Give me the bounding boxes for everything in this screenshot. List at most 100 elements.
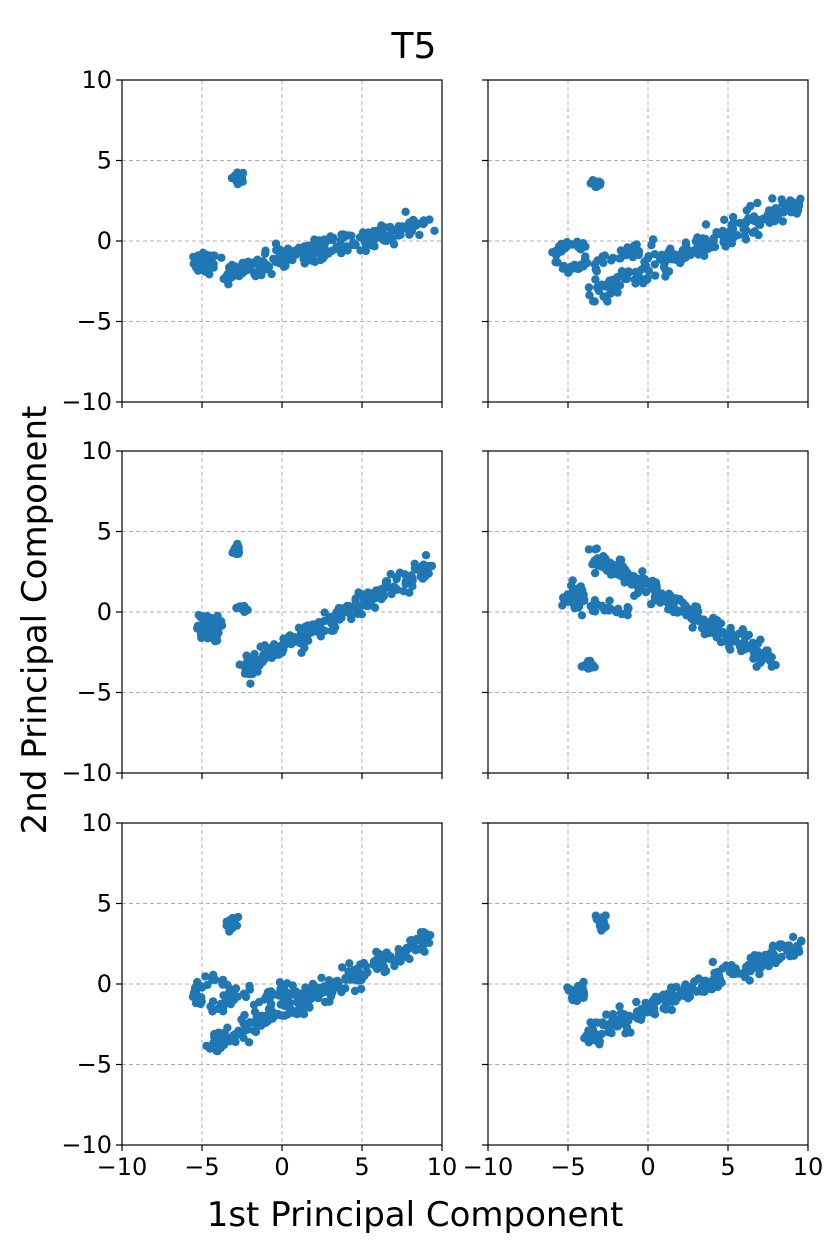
scatter-point xyxy=(697,623,707,633)
scatter-point xyxy=(750,227,760,236)
scatter-point xyxy=(375,957,384,966)
scatter-point xyxy=(621,274,630,284)
scatter-point xyxy=(602,1010,611,1019)
scatter-point xyxy=(709,236,718,245)
scatter-point xyxy=(338,604,347,613)
y-tick-label: −5 xyxy=(77,1051,112,1079)
scatter-point xyxy=(629,572,639,581)
scatter-point xyxy=(653,996,663,1005)
scatter-point xyxy=(387,589,396,599)
scatter-point xyxy=(377,221,386,230)
scatter-point xyxy=(418,574,427,583)
y-tick-label: 10 xyxy=(81,66,112,94)
x-tick-label: 0 xyxy=(640,1153,655,1181)
scatter-point xyxy=(641,275,650,284)
scatter-point xyxy=(246,679,255,688)
x-tick-label: 5 xyxy=(354,1153,369,1181)
scatter-point xyxy=(269,254,278,264)
scatter-point xyxy=(770,950,779,960)
scatter-point xyxy=(316,618,325,628)
scatter-point xyxy=(201,250,210,259)
subplot-row3-left: −10 −5 0 5 10 −10 −5 0 5 10 xyxy=(61,809,457,1181)
scatter-point xyxy=(226,989,235,998)
scatter-point xyxy=(585,657,594,666)
scatter-point xyxy=(244,1038,254,1047)
scatter-point xyxy=(730,969,739,979)
scatter-point xyxy=(744,214,753,223)
scatter-point xyxy=(424,561,434,571)
scatter-point xyxy=(193,624,202,633)
scatter-point xyxy=(756,658,765,667)
scatter-point xyxy=(363,228,373,237)
scatter-point xyxy=(430,226,439,235)
scatter-point xyxy=(189,252,198,262)
scatter-point xyxy=(349,238,358,247)
scatter-point xyxy=(707,984,716,994)
scatter-point xyxy=(777,195,786,204)
scatter-point xyxy=(386,569,395,579)
scatter-point xyxy=(425,938,434,948)
scatter-point xyxy=(675,258,685,268)
scatter-point xyxy=(426,931,435,940)
scatter-point xyxy=(270,650,280,660)
scatter-point xyxy=(296,245,305,254)
scatter-point xyxy=(695,235,704,244)
scatter-point xyxy=(694,250,703,259)
scatter-point xyxy=(410,937,420,946)
scatter-point xyxy=(764,961,773,971)
scatter-point xyxy=(199,620,208,630)
scatter-point xyxy=(195,265,204,275)
scatter-point xyxy=(256,642,265,651)
y-tick-label: 0 xyxy=(97,227,112,255)
scatter-point xyxy=(326,612,335,622)
scatter-point xyxy=(590,568,600,578)
scatter-point xyxy=(218,1004,228,1013)
y-tick-label: 10 xyxy=(81,809,112,837)
scatter-point xyxy=(310,257,320,267)
scatter-point xyxy=(260,249,270,258)
scatter-point xyxy=(606,1018,615,1028)
scatter-point xyxy=(320,250,329,260)
figure-title: T5 xyxy=(391,26,437,67)
scatter-point xyxy=(249,1026,259,1035)
scatter-point xyxy=(627,250,636,260)
scatter-point xyxy=(229,1031,238,1040)
scatter-point xyxy=(565,985,575,994)
scatter-point xyxy=(597,926,606,935)
scatter-point xyxy=(245,981,254,991)
scatter-point xyxy=(616,1008,626,1018)
scatter-point xyxy=(274,991,283,1000)
scatter-point xyxy=(325,997,334,1006)
scatter-point xyxy=(749,649,759,658)
scatter-point xyxy=(643,254,652,263)
scatter-point xyxy=(584,545,594,554)
scatter-point xyxy=(329,233,338,243)
scatter-point xyxy=(202,257,211,267)
scatter-point xyxy=(255,262,264,271)
x-tick-label: −10 xyxy=(97,1153,148,1181)
scatter-point xyxy=(558,601,567,610)
scatter-point xyxy=(647,241,656,250)
scatter-point xyxy=(697,987,706,996)
scatter-point xyxy=(615,254,624,263)
scatter-point xyxy=(266,1006,276,1015)
y-axis-label: 2nd Principal Component xyxy=(15,406,55,835)
scatter-point xyxy=(744,644,754,653)
scatter-point xyxy=(605,596,614,605)
y-tick-label: −5 xyxy=(77,679,112,707)
scatter-point xyxy=(359,958,369,968)
scatter-point xyxy=(366,590,375,599)
scatter-point xyxy=(705,628,714,638)
subplot-row1-left: −10 −5 0 5 10 xyxy=(61,66,443,416)
scatter-point xyxy=(669,596,679,605)
scatter-point xyxy=(337,249,346,258)
scatter-point xyxy=(396,230,405,239)
scatter-point xyxy=(194,610,203,620)
scatter-point xyxy=(755,969,764,979)
scatter-point xyxy=(280,1001,290,1011)
x-tick-label: −10 xyxy=(463,1153,514,1181)
scatter-point xyxy=(252,1013,261,1022)
scatter-point xyxy=(316,632,326,641)
y-tick-label: −5 xyxy=(77,308,112,336)
scatter-point xyxy=(588,297,598,306)
